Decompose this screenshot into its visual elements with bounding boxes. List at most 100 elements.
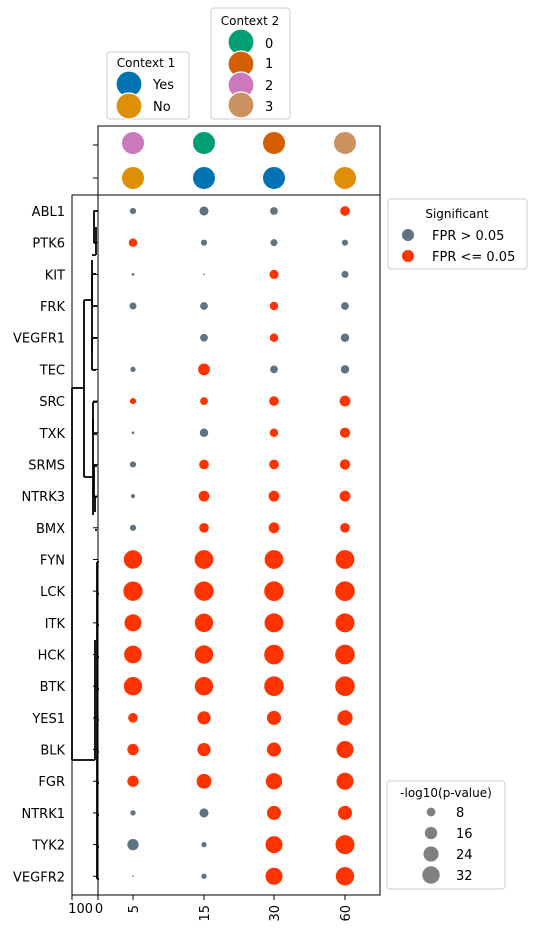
dot-txk-30 bbox=[268, 427, 280, 438]
dot-itk-15 bbox=[194, 612, 214, 633]
dot-ntrk1-60 bbox=[337, 805, 353, 821]
legend-size-marker-32 bbox=[422, 866, 440, 884]
legend-context-2-label-0: 0 bbox=[265, 37, 273, 52]
row-label-bmx: BMX bbox=[36, 522, 65, 537]
legend-significant: Significant FPR > 0.05 FPR <= 0.05 bbox=[387, 198, 528, 270]
row-dendrogram bbox=[71, 210, 99, 880]
row-label-tyk2: TYK2 bbox=[31, 839, 65, 854]
dot-ntrk1-5 bbox=[129, 809, 137, 817]
dot-tyk2-60 bbox=[334, 834, 356, 855]
legend-context-1-title: Context 1 bbox=[117, 56, 175, 70]
context-1-marker-5 bbox=[121, 166, 145, 190]
row-label-abl1: ABL1 bbox=[32, 205, 65, 220]
context-2-marker-30 bbox=[262, 131, 286, 155]
dot-fgr-30 bbox=[265, 772, 283, 791]
row-label-srms: SRMS bbox=[28, 458, 65, 473]
legend-significant-frame bbox=[387, 198, 528, 270]
dot-ptk6-5 bbox=[127, 237, 139, 248]
dot-frk-60 bbox=[340, 301, 350, 311]
dot-bmx-60 bbox=[339, 522, 351, 534]
dot-ptk6-15 bbox=[200, 238, 208, 247]
row-label-fgr: FGR bbox=[38, 775, 65, 790]
dot-tec-5 bbox=[129, 365, 137, 373]
dot-tec-15 bbox=[197, 362, 211, 377]
row-label-hck: HCK bbox=[38, 649, 66, 664]
legend-size-marker-16 bbox=[424, 826, 438, 840]
row-label-btk: BTK bbox=[40, 680, 66, 695]
dot-vegfr1-60 bbox=[339, 332, 351, 343]
dot-kit-5 bbox=[130, 272, 136, 277]
legend-size-label-16: 16 bbox=[456, 827, 473, 842]
dot-srms-30 bbox=[268, 458, 280, 471]
dot-ntrk3-60 bbox=[338, 489, 352, 503]
dot-ntrk3-15 bbox=[197, 489, 211, 503]
dot-vegfr1-15 bbox=[199, 333, 209, 343]
x-tick-label-30: 30 bbox=[268, 905, 283, 922]
dot-srms-60 bbox=[339, 458, 351, 471]
legend-significant-label-not: FPR > 0.05 bbox=[432, 229, 504, 244]
context-1-marker-60 bbox=[333, 166, 357, 190]
legend-size-marker-8 bbox=[426, 807, 436, 817]
dot-yes1-15 bbox=[196, 710, 212, 726]
dot-btk-60 bbox=[334, 675, 356, 697]
dot-itk-30 bbox=[263, 612, 285, 634]
dot-hck-60 bbox=[334, 643, 356, 666]
dot-abl1-30 bbox=[269, 206, 279, 216]
row-label-frk: FRK bbox=[40, 300, 66, 315]
legend-context-2: Context 2 0 1 2 3 bbox=[210, 7, 291, 120]
x-tick-label-5: 5 bbox=[127, 905, 142, 913]
dot-lck-30 bbox=[263, 580, 285, 602]
legend-context-2-marker-3 bbox=[227, 91, 255, 119]
dot-txk-15 bbox=[198, 427, 210, 438]
dot-lck-60 bbox=[334, 580, 356, 602]
dot-src-60 bbox=[338, 394, 352, 408]
legend-size: -log10(p-value) 8 16 24 32 bbox=[386, 780, 506, 890]
dot-srms-5 bbox=[129, 460, 137, 469]
dot-abl1-15 bbox=[198, 205, 210, 217]
dot-ptk6-60 bbox=[341, 238, 349, 247]
dot-vegfr2-30 bbox=[264, 866, 284, 886]
row-label-ntrk1: NTRK1 bbox=[22, 807, 66, 822]
dot-tyk2-15 bbox=[200, 841, 208, 849]
legend-context-2-title: Context 2 bbox=[221, 14, 279, 28]
dot-bmx-30 bbox=[267, 521, 281, 535]
x-tick-label-60: 60 bbox=[339, 905, 354, 922]
context-1-marker-15 bbox=[192, 166, 216, 190]
dendrogram-frame bbox=[71, 194, 99, 896]
dot-vegfr2-15 bbox=[200, 872, 208, 880]
dot-kit-15 bbox=[202, 272, 206, 276]
row-label-blk: BLK bbox=[40, 744, 65, 759]
legend-significant-marker-yes bbox=[402, 250, 414, 262]
row-label-src: SRC bbox=[39, 395, 65, 410]
dot-bmx-15 bbox=[198, 522, 210, 534]
legend-size-label-8: 8 bbox=[456, 806, 464, 821]
legend-size-title: -log10(p-value) bbox=[400, 786, 492, 800]
plot-area-frame bbox=[97, 194, 381, 896]
dot-lck-5 bbox=[122, 580, 144, 602]
context-2-marker-15 bbox=[192, 131, 216, 155]
dot-frk-5 bbox=[128, 301, 138, 311]
dot-tyk2-5 bbox=[126, 838, 140, 852]
legend-significant-marker-not bbox=[402, 229, 414, 241]
row-label-txk: TXK bbox=[39, 427, 66, 442]
dot-ptk6-30 bbox=[269, 238, 279, 247]
legend-context-1-marker-no bbox=[115, 92, 143, 120]
dot-vegfr2-60 bbox=[335, 866, 355, 887]
dot-blk-30 bbox=[266, 741, 282, 758]
dendrogram-tick-label-0: 0 bbox=[95, 902, 103, 917]
dot-fgr-5 bbox=[126, 774, 140, 788]
dot-src-5 bbox=[129, 397, 137, 405]
dot-hck-15 bbox=[194, 644, 214, 665]
dot-yes1-60 bbox=[336, 709, 354, 727]
dot-fyn-15 bbox=[193, 549, 215, 570]
dot-fgr-15 bbox=[195, 773, 213, 790]
row-label-fyn: FYN bbox=[40, 553, 65, 568]
row-label-yes1: YES1 bbox=[31, 712, 65, 727]
dot-lck-15 bbox=[193, 580, 215, 602]
dot-txk-60 bbox=[339, 426, 351, 439]
row-label-kit: KIT bbox=[45, 268, 65, 283]
dot-kit-60 bbox=[340, 270, 350, 279]
legend-size-label-32: 32 bbox=[456, 869, 473, 884]
legend-context-2-label-1: 1 bbox=[265, 57, 273, 72]
